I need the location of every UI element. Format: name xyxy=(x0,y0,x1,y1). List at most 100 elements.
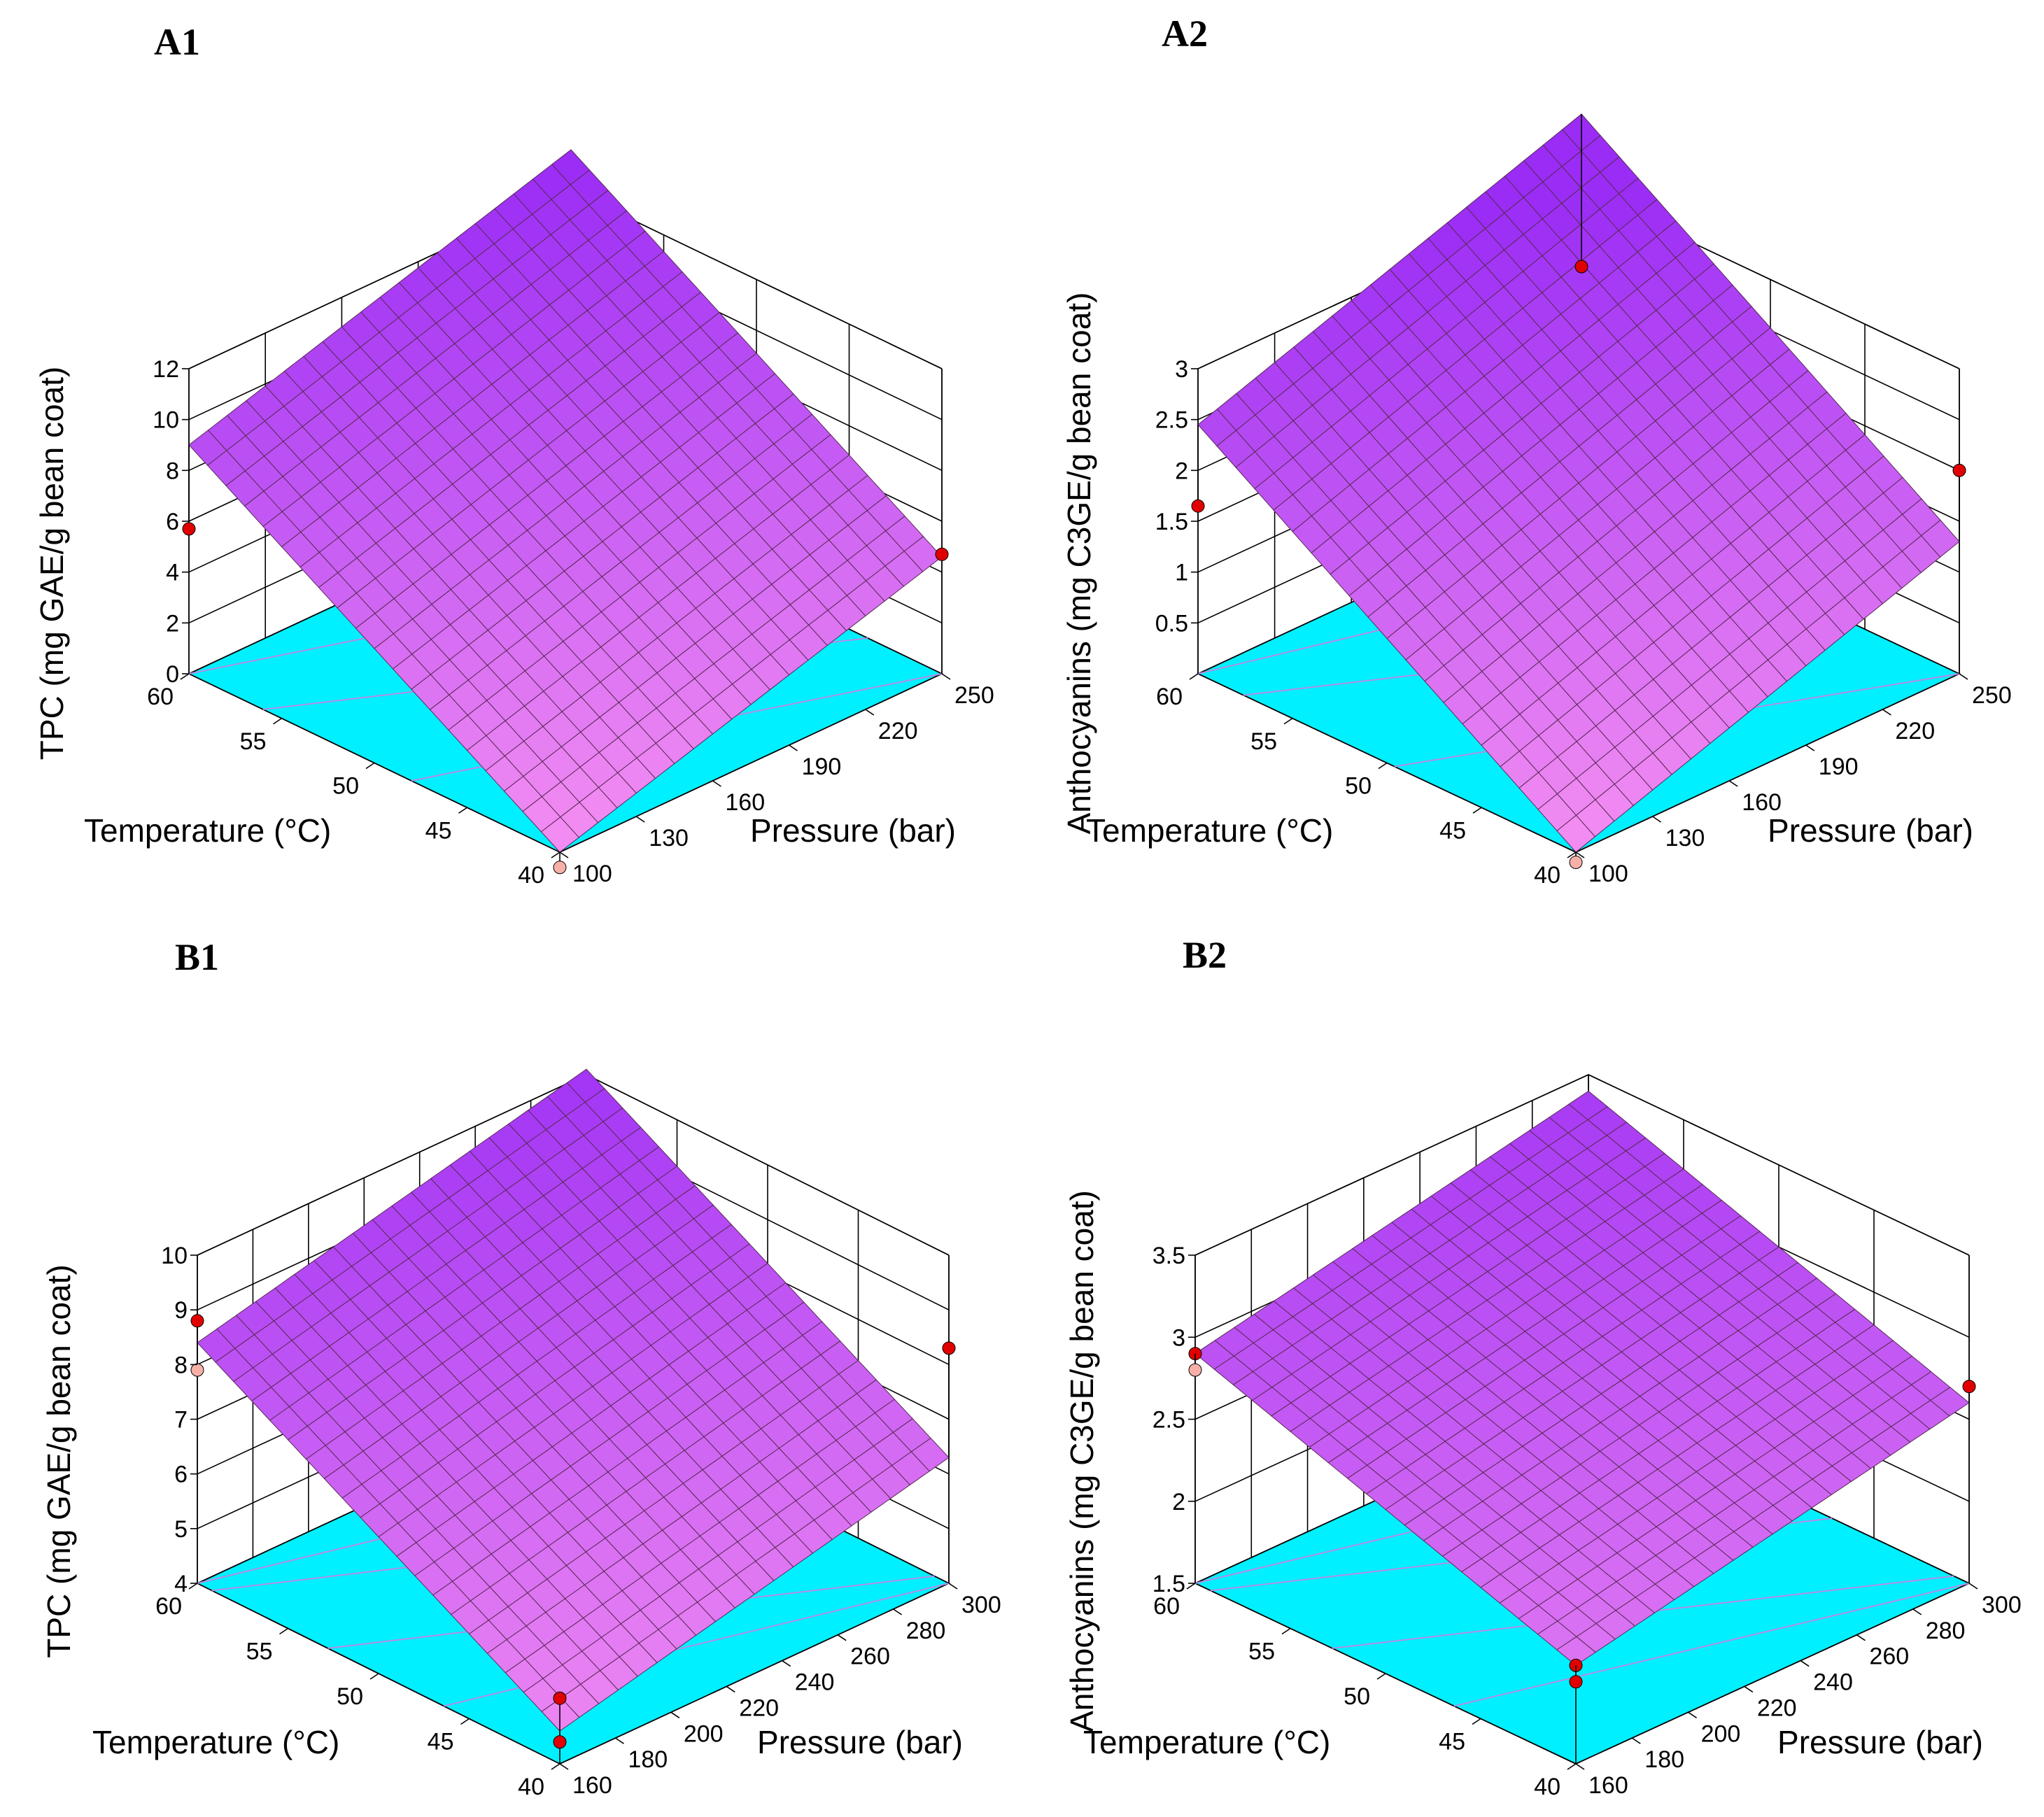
y-tick xyxy=(941,673,951,680)
response-surface xyxy=(1197,113,1960,853)
design-point xyxy=(1952,463,1966,477)
y-tick-label: 100 xyxy=(572,861,612,887)
z-axis: 4 5 6 7 8 9 10 xyxy=(161,1243,197,1597)
design-point xyxy=(1569,856,1583,870)
y-tick-label: 200 xyxy=(1701,1720,1741,1747)
z-tick-label: 0 xyxy=(166,661,179,688)
y-axis: 100 130 160 190 220 250 xyxy=(559,673,994,887)
x-tick xyxy=(273,718,282,725)
z-tick-label: 9 xyxy=(174,1297,188,1324)
response-surface xyxy=(1194,1090,1970,1666)
x-tick-label: 40 xyxy=(1534,1774,1560,1800)
z-tick-label: 10 xyxy=(161,1243,188,1269)
surface-cell xyxy=(540,816,580,853)
y-tick-label: 220 xyxy=(739,1695,779,1721)
y-tick-label: 190 xyxy=(802,754,842,780)
z-tick-label: 12 xyxy=(153,356,179,383)
response-surface xyxy=(197,1068,950,1732)
x-tick-label: 40 xyxy=(518,862,544,889)
y-tick xyxy=(1856,1634,1866,1641)
x-tick xyxy=(1472,807,1482,814)
x-tick-label: 50 xyxy=(337,1683,363,1710)
design-point xyxy=(1188,1363,1202,1377)
z-tick-label: 3 xyxy=(1172,1324,1185,1351)
y-tick xyxy=(1959,673,1968,680)
y-tick xyxy=(1882,709,1891,716)
y-tick xyxy=(1575,1763,1585,1770)
design-point xyxy=(942,1341,956,1355)
y-axis-title: Pressure (bar) xyxy=(757,1724,963,1760)
z-tick-label: 10 xyxy=(153,407,179,434)
y-tick xyxy=(893,1609,903,1615)
y-tick-label: 250 xyxy=(954,682,994,709)
y-tick-label: 250 xyxy=(1972,682,2012,709)
z-tick-label: 0.5 xyxy=(1155,610,1188,637)
x-tick-label: 45 xyxy=(428,1729,454,1755)
z-axis: 0.5 1 1.5 2 2.5 3 xyxy=(1155,356,1198,637)
x-tick xyxy=(551,1763,561,1770)
x-tick xyxy=(1281,1627,1291,1635)
y-tick xyxy=(782,1660,791,1667)
z-tick-label: 3 xyxy=(1175,356,1188,383)
x-tick xyxy=(1186,1583,1196,1590)
z-axis-title: Anthocyanins (mg C3GE/g bean coat) xyxy=(1061,292,1097,835)
y-tick xyxy=(1968,1583,1978,1590)
x-tick-label: 50 xyxy=(1345,773,1372,800)
design-point xyxy=(182,522,196,536)
y-axis: 100 130 160 190 220 250 xyxy=(1575,673,2012,887)
y-tick-label: 200 xyxy=(684,1720,724,1747)
z-axis-title: Anthocyanins (mg C3GE/g bean coat) xyxy=(1064,1190,1100,1732)
y-axis: 160 180 200 220 240 260 280 300 xyxy=(1575,1583,2022,1799)
x-tick-label: 55 xyxy=(240,728,267,755)
design-point xyxy=(1569,1675,1583,1689)
z-tick-label: 2 xyxy=(1175,458,1188,484)
y-tick xyxy=(635,816,645,823)
z-tick-label: 6 xyxy=(166,509,179,535)
y-tick xyxy=(1631,1737,1641,1744)
design-point xyxy=(190,1363,204,1377)
x-tick xyxy=(1472,1718,1481,1725)
x-tick-label: 45 xyxy=(425,817,452,844)
z-tick-label: 2.5 xyxy=(1153,1407,1185,1434)
x-axis-title: Temperature (°C) xyxy=(84,812,331,849)
x-axis-title: Temperature (°C) xyxy=(92,1724,339,1760)
y-tick xyxy=(559,851,569,858)
panel-label: A2 xyxy=(1162,13,1208,55)
y-tick-label: 180 xyxy=(628,1746,668,1773)
z-tick-label: 1.5 xyxy=(1155,509,1188,535)
z-tick-label: 1.5 xyxy=(1153,1571,1185,1597)
x-tick-label: 55 xyxy=(246,1639,273,1665)
chart-panel-B1: 4567891040455055601601802002202402602803… xyxy=(41,936,1001,1800)
y-tick-label: 190 xyxy=(1819,754,1859,780)
panel-label: B2 xyxy=(1183,934,1227,976)
x-axis: 40 45 50 55 60 xyxy=(155,1583,561,1800)
x-tick-label: 55 xyxy=(1250,728,1277,755)
y-tick-label: 300 xyxy=(961,1592,1001,1618)
x-tick-label: 50 xyxy=(1344,1683,1370,1710)
x-tick-label: 45 xyxy=(1439,1729,1465,1755)
x-axis-title: Temperature (°C) xyxy=(1083,1724,1330,1760)
z-axis: 1.5 2 2.5 3 3.5 xyxy=(1153,1243,1195,1597)
z-tick-label: 5 xyxy=(174,1516,188,1543)
y-tick-label: 220 xyxy=(1757,1695,1797,1721)
chart-panel-B2: 1.5 2 2.5 3 3.5 40 45 50 55 60 160 180 200 220 240 260 2… xyxy=(1064,934,2022,1800)
design-point xyxy=(1574,260,1588,274)
x-axis-title: Temperature (°C) xyxy=(1086,812,1333,849)
x-tick xyxy=(365,762,375,770)
y-tick-label: 240 xyxy=(1813,1669,1853,1696)
y-tick-label: 280 xyxy=(1926,1618,1966,1644)
y-tick-label: 220 xyxy=(1895,718,1935,744)
chart-panel-A1: 0 2 4 6 8 10 12 40 45 50 55 60 100 130 160 190 220 250 Tem… xyxy=(34,21,994,889)
z-tick-label: 2.5 xyxy=(1155,407,1188,434)
y-tick xyxy=(1575,851,1585,858)
response-surface xyxy=(188,149,943,853)
y-tick xyxy=(1805,744,1815,751)
x-tick xyxy=(1378,762,1388,770)
z-tick-label: 2 xyxy=(1172,1489,1185,1515)
x-tick xyxy=(180,673,190,680)
y-tick xyxy=(865,709,875,716)
y-tick xyxy=(712,780,721,787)
x-tick xyxy=(551,851,561,858)
panel-label: A1 xyxy=(154,21,200,63)
x-tick-label: 40 xyxy=(1534,862,1560,889)
